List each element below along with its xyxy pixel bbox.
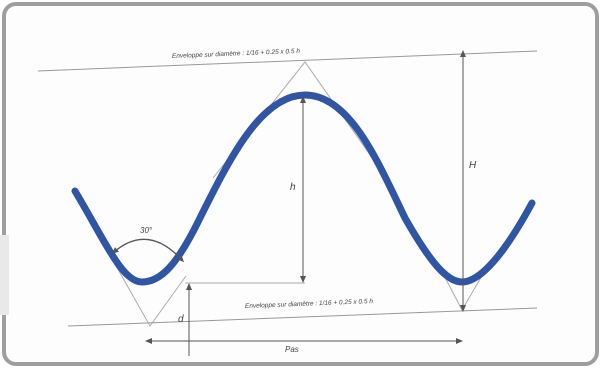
pitch-label: Pas (285, 345, 299, 354)
h-label: h (290, 182, 296, 193)
angle-label: 30° (140, 226, 153, 235)
frame-side-tab (0, 235, 9, 315)
bottom-envelope-label: Enveloppe sur diamètre : 1/16 + 0.25 x 0… (245, 298, 374, 310)
d-label: d (178, 314, 184, 325)
bottom-envelope-line (67, 307, 538, 327)
angle-arc (111, 238, 185, 263)
top-envelope-line (37, 50, 538, 72)
top-envelope-label: Enveloppe sur diamètre : 1/16 + 0.25 x 0… (172, 48, 301, 60)
H-label: H (469, 160, 477, 171)
